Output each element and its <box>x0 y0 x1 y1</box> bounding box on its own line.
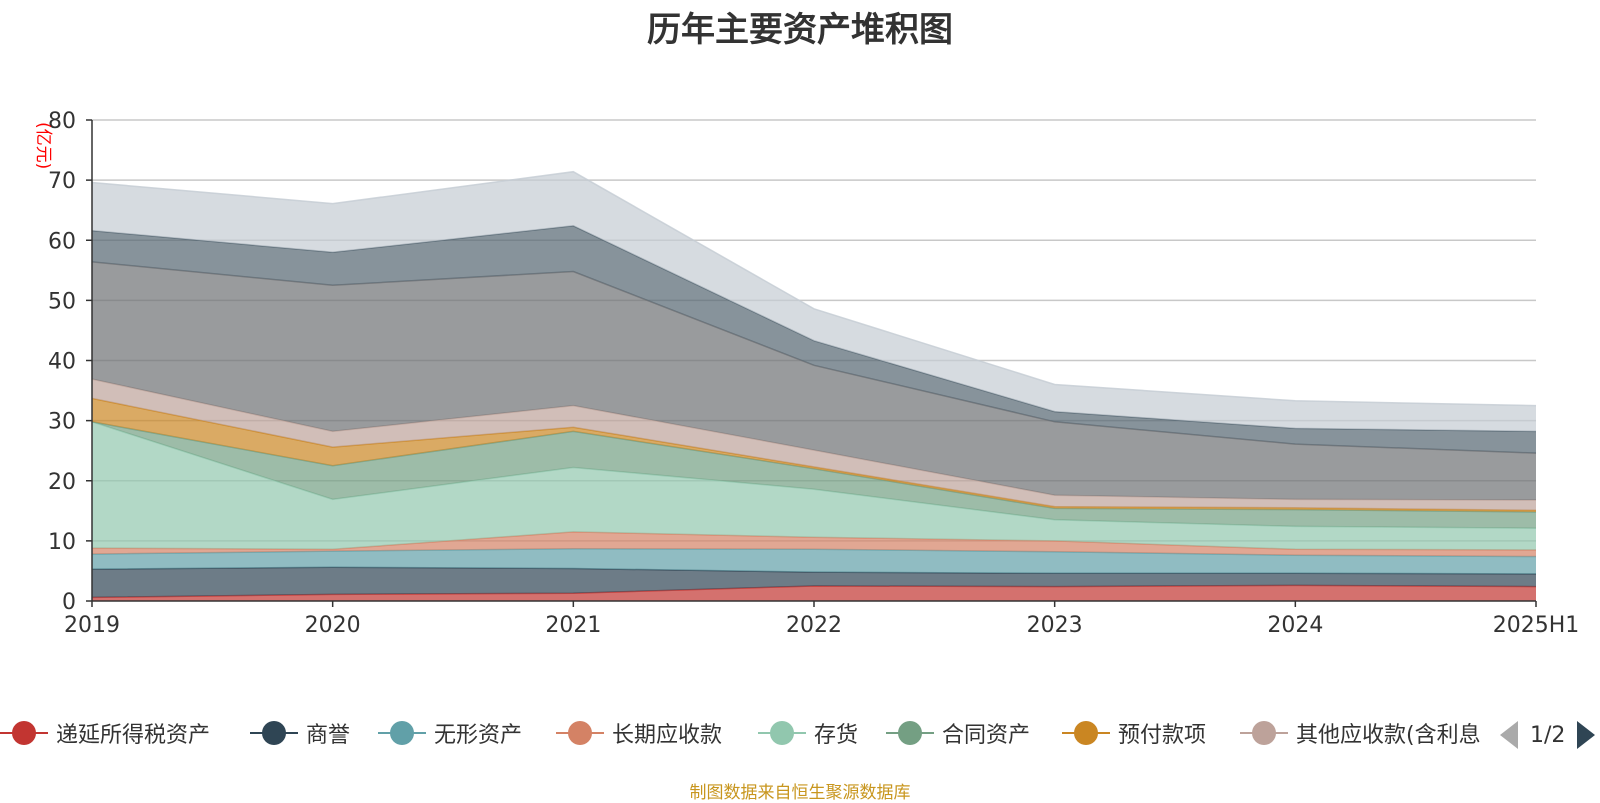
legend-marker-icon <box>886 720 934 746</box>
series-6-area[interactable] <box>92 398 1536 512</box>
y-tick-label: 60 <box>48 229 76 254</box>
x-tick-label: 2022 <box>786 613 842 638</box>
legend-label: 预付款项 <box>1118 723 1207 748</box>
legend-item[interactable]: 长期应收款 <box>556 716 722 750</box>
y-tick-label: 20 <box>48 470 76 495</box>
x-tick-label: 2024 <box>1267 613 1323 638</box>
legend-marker-icon <box>758 720 806 746</box>
legend-marker-icon <box>0 720 48 746</box>
legend-next-page-icon[interactable] <box>1577 721 1596 749</box>
legend-item[interactable]: 其他应收款(含利息和股利) <box>1240 716 1480 750</box>
axes: 0 10 20 30 40 50 60 70 80 2019 2020 2021 2022 2023 202… <box>48 109 1579 638</box>
legend-item[interactable]: 存货 <box>758 716 858 750</box>
series-10-area[interactable] <box>92 171 1536 432</box>
legend-marker-icon <box>556 720 604 746</box>
legend-marker-icon <box>1062 720 1110 746</box>
x-tick-label: 2021 <box>545 613 601 638</box>
series-3-area[interactable] <box>92 531 1536 557</box>
series-2-area[interactable] <box>92 548 1536 574</box>
y-tick-label: 70 <box>48 169 76 194</box>
series-4-area[interactable] <box>92 421 1536 550</box>
legend-label: 商誉 <box>306 723 351 748</box>
y-tick-label: 0 <box>62 590 76 615</box>
legend-label: 存货 <box>814 723 859 748</box>
legend-item[interactable]: 预付款项 <box>1062 716 1206 750</box>
y-tick-label: 50 <box>48 289 76 314</box>
series-8-area[interactable] <box>92 261 1536 500</box>
y-axis-unit-label: (亿元) <box>33 122 53 169</box>
y-tick-label: 10 <box>48 530 76 555</box>
series-1-area[interactable] <box>92 567 1536 598</box>
legend-marker-icon <box>250 720 298 746</box>
y-tick-label: 80 <box>48 109 76 134</box>
data-source-note: 制图数据来自恒生聚源数据库 <box>689 783 911 803</box>
x-tick-label: 2019 <box>64 613 120 638</box>
area-series <box>91 170 1537 601</box>
legend-item[interactable]: 商誉 <box>250 716 350 750</box>
x-tick-label: 2023 <box>1027 613 1083 638</box>
y-tick-label: 40 <box>48 350 76 375</box>
legend-prev-page-icon[interactable] <box>1500 721 1518 749</box>
x-tick-label: 2020 <box>305 613 361 638</box>
legend-item[interactable]: 递延所得税资产 <box>0 716 210 750</box>
legend-page-indicator: 1/2 <box>1530 722 1566 748</box>
legend: 递延所得税资产 商誉 无形资产 长期应收款 存货 合同资产 预付款项 其他应收款(含利息和股利… <box>0 716 1480 750</box>
legend-label: 合同资产 <box>942 723 1031 748</box>
series-5-area[interactable] <box>92 421 1536 529</box>
legend-label: 其他应收款(含利息和股利) <box>1296 723 1480 748</box>
legend-item[interactable]: 合同资产 <box>886 716 1030 750</box>
series-0-area[interactable] <box>92 585 1536 601</box>
legend-pager: 1/2 <box>1500 718 1596 752</box>
legend-item[interactable]: 无形资产 <box>378 716 522 750</box>
legend-marker-icon <box>1240 720 1288 746</box>
legend-label: 无形资产 <box>434 723 523 748</box>
legend-label: 长期应收款 <box>612 723 723 748</box>
y-tick-label: 30 <box>48 410 76 435</box>
legend-label: 递延所得税资产 <box>56 723 211 748</box>
series-10-line <box>91 170 1537 407</box>
chart-title: 历年主要资产堆积图 <box>647 10 953 50</box>
x-tick-label: 2025H1 <box>1493 613 1580 638</box>
series-9-area[interactable] <box>92 225 1536 454</box>
legend-marker-icon <box>378 720 426 746</box>
